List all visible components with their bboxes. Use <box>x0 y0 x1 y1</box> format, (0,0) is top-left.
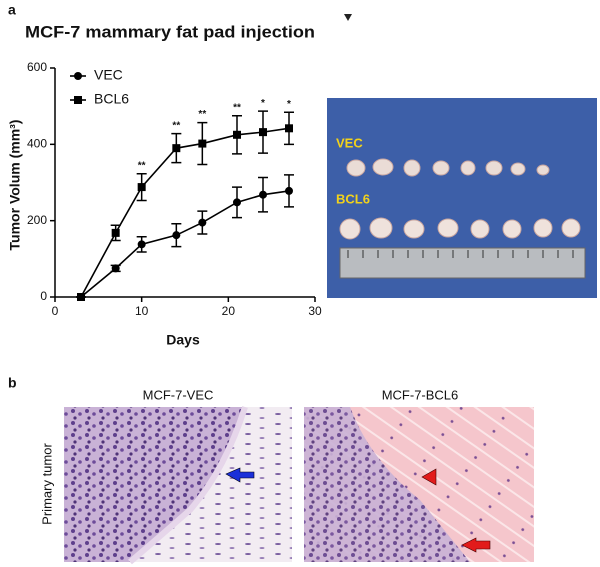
significance-label: ** <box>172 120 180 131</box>
tumor <box>372 158 394 176</box>
tumor <box>432 160 450 176</box>
data-point <box>111 228 120 237</box>
series-line <box>80 190 290 298</box>
tumor <box>561 218 581 238</box>
data-point <box>137 183 146 192</box>
tumor <box>339 218 361 240</box>
panel-label: b <box>8 375 17 391</box>
tumor <box>460 160 476 176</box>
tumor <box>437 218 459 238</box>
significance-label: ** <box>233 102 241 113</box>
legend-marker <box>74 72 82 80</box>
data-point <box>259 128 267 137</box>
tumor <box>485 160 503 176</box>
significance-label: * <box>287 99 291 110</box>
cursor-mark <box>344 14 352 21</box>
data-point <box>172 144 181 153</box>
tumor <box>346 159 366 177</box>
tumor <box>533 218 553 238</box>
data-point <box>259 190 267 199</box>
data-point <box>198 218 207 227</box>
significance-label: ** <box>138 160 146 171</box>
x-axis-label: Days <box>166 332 200 348</box>
y-tick-label: 0 <box>40 289 47 303</box>
x-tick-label: 30 <box>308 304 322 318</box>
significance-label: * <box>261 98 265 109</box>
data-point <box>233 198 241 207</box>
x-tick-label: 10 <box>135 304 149 318</box>
y-tick-label: 600 <box>27 60 47 74</box>
data-point <box>285 124 293 133</box>
chart-title: MCF-7 mammary fat pad injection <box>25 22 315 41</box>
tumor <box>502 219 522 239</box>
data-point <box>233 130 241 139</box>
data-point <box>285 186 293 195</box>
data-point <box>137 240 146 249</box>
photo-label: VEC <box>336 135 363 150</box>
row-label: Primary tumor <box>39 443 54 525</box>
histology-image <box>64 406 292 565</box>
legend-label: VEC <box>94 67 123 83</box>
histology-image <box>304 407 534 562</box>
tumor <box>369 217 393 239</box>
x-tick-label: 0 <box>52 304 59 318</box>
data-point <box>111 264 120 273</box>
data-point <box>198 139 207 148</box>
column-label: MCF-7-VEC <box>143 387 214 402</box>
tumor <box>510 162 526 176</box>
y-tick-label: 400 <box>27 137 47 151</box>
column-label: MCF-7-BCL6 <box>382 387 459 402</box>
significance-label: ** <box>198 109 206 120</box>
panel-label: a <box>8 2 16 18</box>
x-tick-label: 20 <box>222 304 236 318</box>
tumor-photo <box>327 98 597 298</box>
tumor <box>403 219 425 239</box>
y-axis-label: Tumor Volum (mm³) <box>7 120 23 251</box>
data-point <box>172 231 181 240</box>
tumor <box>470 219 490 239</box>
data-point <box>77 293 85 301</box>
tumor <box>536 164 550 176</box>
tumor <box>403 159 421 177</box>
legend-label: BCL6 <box>94 91 129 107</box>
y-tick-label: 200 <box>27 213 47 227</box>
legend-marker <box>74 96 82 104</box>
photo-label: BCL6 <box>336 191 370 206</box>
